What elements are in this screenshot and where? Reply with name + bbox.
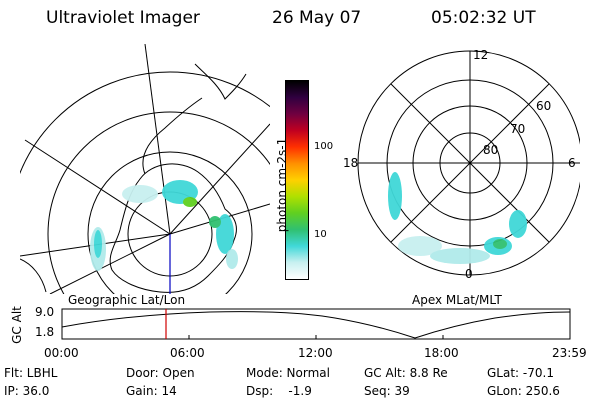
info-door: Door: Open bbox=[126, 366, 195, 380]
mlt-label-18: 18 bbox=[343, 156, 358, 170]
info-filter: Flt: LBHL bbox=[4, 366, 58, 380]
altitude-plot-frame bbox=[61, 308, 571, 340]
altitude-ylabel: GC Alt bbox=[10, 306, 24, 344]
mlat-label-60: 60 bbox=[536, 99, 551, 113]
info-gc-alt: GC Alt: 8.8 Re bbox=[364, 366, 448, 380]
date-label: 26 May 07 bbox=[272, 8, 362, 28]
apex-polar-plot: 12 18 6 0 60 70 80 bbox=[343, 48, 580, 281]
mag-panel-label: Apex MLat/MLT bbox=[412, 293, 502, 307]
mlt-label-0: 0 bbox=[465, 267, 473, 281]
colorbar-unit-label: photon cm-2s-1 bbox=[275, 137, 289, 233]
altitude-ytick-9: 9.0 bbox=[35, 305, 55, 319]
colorbar bbox=[285, 80, 309, 280]
apex-aurora bbox=[388, 172, 527, 264]
info-glon: GLon: 250.6 bbox=[487, 384, 560, 398]
geo-meridian bbox=[144, 44, 171, 235]
geo-lat-circle bbox=[87, 151, 253, 294]
mlt-label-12: 12 bbox=[473, 48, 488, 62]
altitude-xtick-2359: 23:59 bbox=[552, 346, 587, 360]
info-gain: Gain: 14 bbox=[126, 384, 177, 398]
info-ip: IP: 36.0 bbox=[4, 384, 50, 398]
altitude-xtick-1800: 18:00 bbox=[424, 346, 459, 360]
coastline bbox=[194, 63, 247, 100]
continent-outline bbox=[109, 163, 237, 293]
info-dsp: Dsp: -1.9 bbox=[246, 384, 312, 398]
info-glat: GLat: -70.1 bbox=[487, 366, 554, 380]
geo-meridian bbox=[169, 123, 270, 235]
geo-aurora bbox=[90, 180, 238, 271]
peninsula-outline bbox=[142, 97, 203, 175]
altitude-plot bbox=[61, 308, 571, 340]
info-mode: Mode: Normal bbox=[246, 366, 330, 380]
geo-meridian bbox=[24, 139, 171, 235]
altitude-xtick-0600: 06:00 bbox=[170, 346, 205, 360]
colorbar-tick-100: 100 bbox=[314, 141, 334, 152]
mlt-line-diagonal bbox=[390, 83, 550, 243]
info-seq: Seq: 39 bbox=[364, 384, 410, 398]
geo-panel-label: Geographic Lat/Lon bbox=[68, 293, 186, 307]
coastline bbox=[20, 258, 47, 293]
colorbar-tick-10: 10 bbox=[314, 229, 327, 240]
mlat-label-80: 80 bbox=[483, 143, 498, 157]
time-label: 05:02:32 UT bbox=[431, 8, 536, 28]
altitude-xtick-0000: 00:00 bbox=[44, 346, 79, 360]
colorbar-gradient bbox=[286, 81, 308, 279]
instrument-title: Ultraviolet Imager bbox=[46, 8, 200, 28]
geographic-map bbox=[20, 44, 270, 294]
altitude-xtick-1200: 12:00 bbox=[298, 346, 333, 360]
mlt-label-6: 6 bbox=[568, 156, 576, 170]
mlat-label-70: 70 bbox=[510, 122, 525, 136]
geo-lat-circle bbox=[20, 71, 270, 294]
geo-lat-circle bbox=[47, 111, 270, 294]
altitude-ytick-1.8: 1.8 bbox=[35, 325, 55, 339]
